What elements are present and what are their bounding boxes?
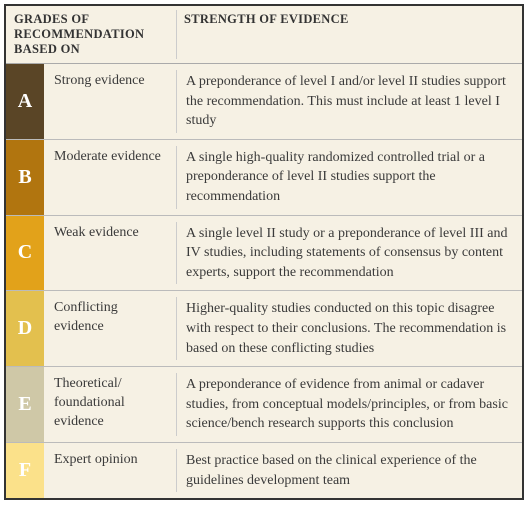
grade-description: A preponderance of level I and/or level … — [176, 64, 522, 139]
grade-description: Best practice based on the clinical expe… — [176, 443, 522, 498]
grade-label: Theoretical/ foundational evidence — [44, 367, 176, 442]
grade-label: Conflicting evidence — [44, 291, 176, 366]
grade-description: A single high-quality randomized control… — [176, 140, 522, 215]
grade-badge-e: E — [6, 367, 44, 442]
grade-label: Weak evidence — [44, 216, 176, 291]
table-row: D Conflicting evidence Higher-quality st… — [6, 291, 522, 367]
grade-badge-c: C — [6, 216, 44, 291]
evidence-grade-table: GRADES OF RECOMMENDATION BASED ON STRENG… — [4, 4, 524, 500]
table-row: E Theoretical/ foundational evidence A p… — [6, 367, 522, 443]
header-strength: STRENGTH OF EVIDENCE — [176, 6, 522, 63]
table-header-row: GRADES OF RECOMMENDATION BASED ON STRENG… — [6, 6, 522, 64]
table-row: A Strong evidence A preponderance of lev… — [6, 64, 522, 140]
table-row: F Expert opinion Best practice based on … — [6, 443, 522, 498]
grade-badge-a: A — [6, 64, 44, 139]
grade-description: A single level II study or a preponderan… — [176, 216, 522, 291]
grade-description: A preponderance of evidence from animal … — [176, 367, 522, 442]
grade-badge-d: D — [6, 291, 44, 366]
grade-description: Higher-quality studies conducted on this… — [176, 291, 522, 366]
table-row: B Moderate evidence A single high-qualit… — [6, 140, 522, 216]
grade-badge-f: F — [6, 443, 44, 498]
grade-label: Moderate evidence — [44, 140, 176, 215]
grade-label: Expert opinion — [44, 443, 176, 498]
grade-label: Strong evidence — [44, 64, 176, 139]
table-row: C Weak evidence A single level II study … — [6, 216, 522, 292]
header-grades: GRADES OF RECOMMENDATION BASED ON — [6, 6, 176, 63]
grade-badge-b: B — [6, 140, 44, 215]
